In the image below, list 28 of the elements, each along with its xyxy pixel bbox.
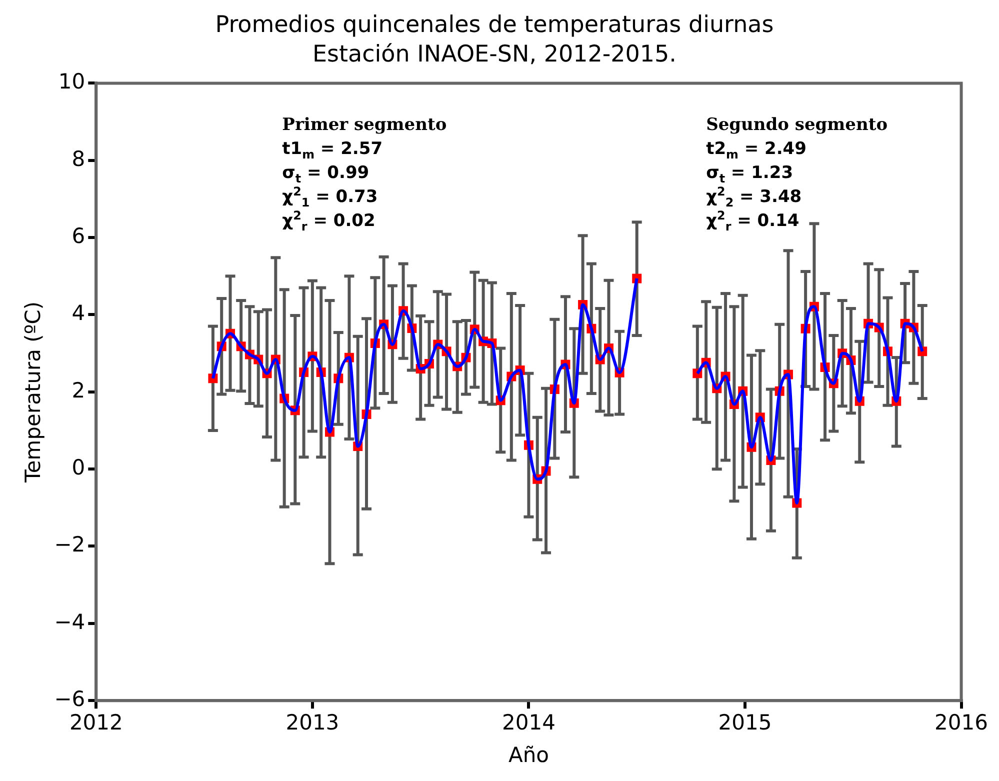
- x-axis-title: Año: [508, 742, 549, 767]
- annotation: Primer segmento: [282, 114, 447, 138]
- y-tick-label: 4: [72, 301, 86, 326]
- y-tick-label: −2: [54, 532, 86, 557]
- annotation: χ$^{2}$$_{r}$ = 0.14: [706, 208, 800, 234]
- annotation: Segundo segmento: [706, 114, 888, 138]
- annotation: σ$_{t}$ = 1.23: [706, 162, 794, 186]
- y-axis-title: Temperatura (ºC): [21, 301, 46, 484]
- y-tick-label: 0: [72, 456, 86, 480]
- annotation: χ$^{2}$$_{r}$ = 0.02: [282, 208, 376, 234]
- y-tick-label: −6: [54, 687, 86, 712]
- annotation: t1$_{m}$ = 2.57: [282, 138, 384, 162]
- chart-subtitle: Estación INAOE-SN, 2012-2015.: [312, 41, 676, 68]
- x-tick-label: 2013: [286, 710, 340, 735]
- chart-title: Promedios quincenales de temperaturas diurnas: [215, 12, 774, 38]
- annotation: χ$^{2}$$_{1}$ = 0.73: [282, 184, 379, 210]
- annotation: t2$_{m}$ = 2.49: [706, 138, 808, 162]
- x-tick-label: 2012: [69, 710, 123, 735]
- x-tick-label: 2015: [718, 710, 772, 735]
- y-tick-label: −4: [54, 610, 86, 634]
- y-tick-label: 10: [58, 70, 86, 94]
- annotation: χ$^{2}$$_{2}$ = 3.48: [706, 184, 803, 210]
- x-tick-label: 2014: [502, 710, 556, 735]
- x-tick-label: 2016: [934, 710, 988, 735]
- annotation: σ$_{t}$ = 0.99: [282, 162, 370, 186]
- y-tick-label: 2: [72, 378, 86, 402]
- y-tick-label: 8: [72, 146, 86, 171]
- y-tick-label: 6: [72, 224, 86, 248]
